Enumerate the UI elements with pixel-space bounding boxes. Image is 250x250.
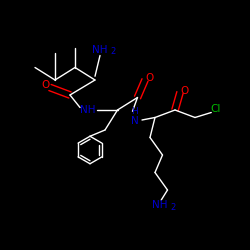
Text: O: O: [42, 80, 50, 90]
Text: N: N: [131, 116, 139, 126]
Text: O: O: [146, 73, 154, 83]
Text: O: O: [180, 86, 189, 96]
Text: H: H: [132, 108, 138, 116]
Text: 2: 2: [110, 48, 116, 56]
Text: 2: 2: [170, 202, 175, 211]
Text: NH: NH: [80, 105, 95, 115]
Text: NH: NH: [92, 45, 108, 55]
Text: NH: NH: [152, 200, 168, 210]
Text: Cl: Cl: [210, 104, 221, 114]
